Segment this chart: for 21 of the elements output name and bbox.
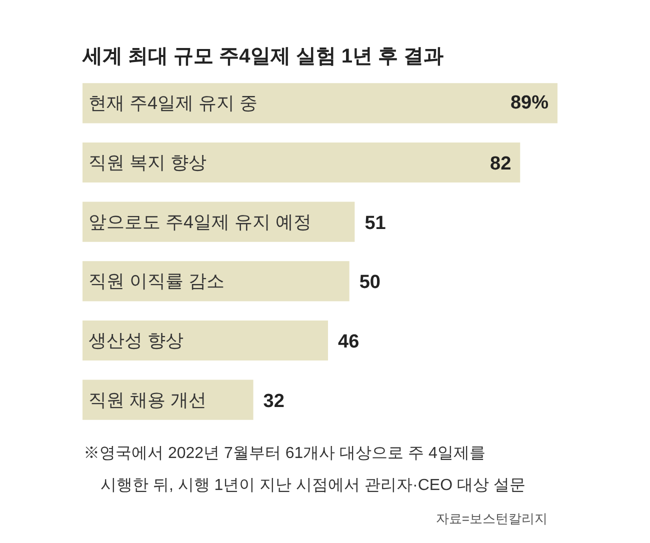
data-label: 46 (338, 332, 360, 352)
bar (82, 380, 254, 420)
bar (82, 320, 328, 361)
bar (82, 142, 520, 183)
y-tick-label: 직원 이직률 감소 (88, 271, 225, 292)
y-tick-label: 생산성 향상 (88, 330, 184, 350)
y-tick-label: 현재 주4일제 유지 중 (88, 93, 258, 114)
y-tick-label: 직원 채용 개선 (88, 390, 207, 410)
bar (82, 83, 558, 124)
y-tick-label: 직원 복지 향상 (88, 152, 207, 172)
data-label: 89% (510, 92, 549, 114)
bar (82, 261, 350, 302)
y-tick-label: 앞으로도 주4일제 유지 예정 (88, 212, 312, 232)
data-label: 50 (359, 272, 380, 294)
chart-title: 세계 최대 규모 주4일제 실험 1년 후 결과 (82, 46, 444, 68)
data-label: 32 (263, 390, 284, 412)
data-label: 51 (364, 212, 386, 234)
data-label: 82 (490, 154, 512, 174)
text: ※영국에서 2022년 7월부터 61개사 대상으로 주 4일제를 시행한 뒤, 시행 1년이 지난 시점에서 관리자·CEO 대상 설문 (84, 445, 526, 494)
bar (82, 202, 355, 242)
text: 자료=보스턴칼리지 (436, 511, 548, 526)
